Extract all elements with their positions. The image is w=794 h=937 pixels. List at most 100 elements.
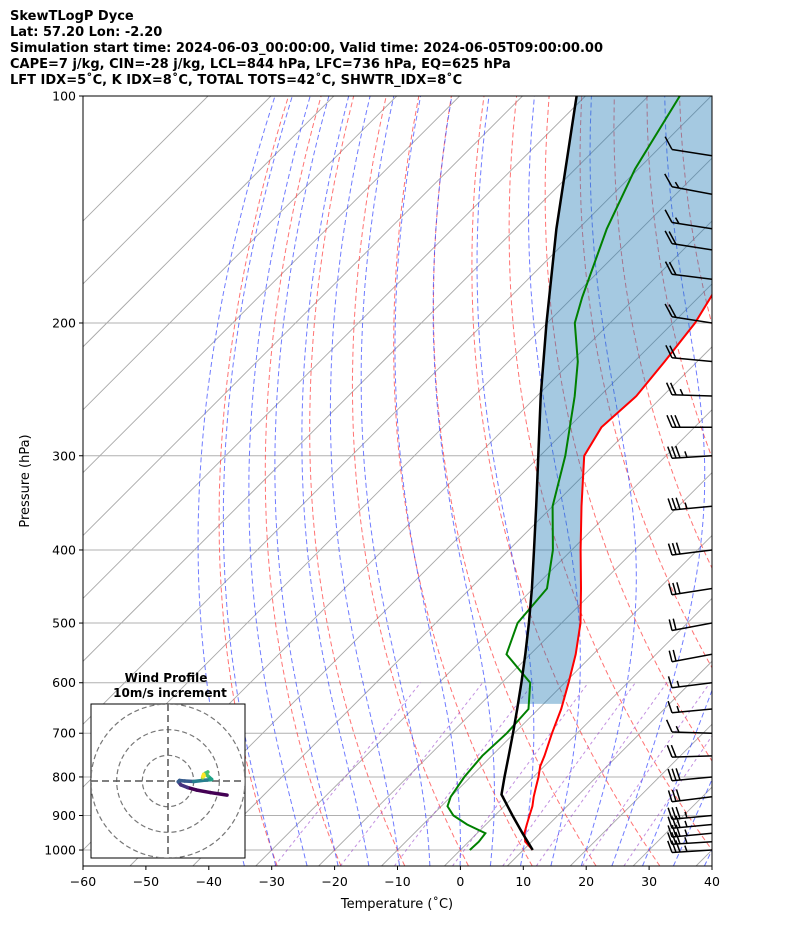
moist-adiabats (197, 96, 712, 866)
barb-shaft (671, 455, 712, 460)
barb-shaft (671, 814, 712, 821)
barb-shaft (671, 653, 712, 663)
barb-halfflag (684, 820, 688, 828)
barb-flag (675, 831, 681, 844)
barb-flag (671, 542, 677, 555)
barb-shaft (671, 849, 712, 854)
y-tick-label: 100 (52, 89, 76, 104)
barb-flag (675, 806, 681, 819)
barb-flag (664, 261, 673, 275)
barb-halfflag (684, 451, 688, 458)
wind-barb (664, 173, 712, 196)
barb-shaft (671, 273, 712, 281)
barb-flag (667, 700, 673, 713)
barb-flag (668, 650, 673, 662)
cape-shading (518, 96, 712, 704)
barb-flag (668, 304, 677, 318)
mixing-ratio-line (502, 682, 636, 866)
isotherm-line (507, 660, 712, 866)
barb-flag (669, 345, 677, 359)
dewpoint-line (446, 96, 681, 851)
x-tick-label: 40 (704, 874, 720, 889)
barb-shaft (671, 242, 712, 251)
wind-barb (664, 303, 712, 324)
barb-flag (675, 497, 681, 510)
isotherm-line (83, 96, 272, 285)
barb-flag (676, 582, 681, 594)
moist-adiabat (274, 96, 339, 866)
barb-halfflag (684, 811, 688, 819)
isotherm-line (318, 471, 712, 866)
barb-flag (668, 261, 677, 276)
barb-flag (664, 303, 673, 318)
hodograph-segment (208, 790, 229, 797)
barb-flag (665, 382, 673, 396)
barb-halfflag (684, 837, 688, 844)
mixing-ratio-line (274, 682, 421, 866)
isotherm-line (255, 409, 712, 866)
y-tick-label: 900 (52, 808, 76, 823)
x-axis-label: Temperature (˚C) (340, 896, 453, 912)
hodograph-plot (91, 704, 245, 858)
dry-adiabat (544, 96, 712, 762)
isotherm-line (83, 96, 649, 662)
barb-flag (667, 790, 673, 803)
wind-barb (667, 768, 712, 782)
temperature-line (523, 293, 712, 851)
wind-barb (666, 744, 712, 758)
barb-flag (664, 209, 673, 223)
barb-flag (666, 744, 673, 758)
hodograph-inset: Wind Profile 10m/s increment (90, 671, 246, 859)
barb-shaft (671, 549, 712, 556)
dry-adiabat (218, 96, 289, 866)
mixing-ratio-lines (274, 682, 712, 866)
dry-adiabat (646, 96, 712, 460)
barb-flag (665, 719, 673, 733)
barb-flag (667, 498, 673, 511)
wind-barb (667, 840, 712, 854)
wind-barb (667, 806, 712, 821)
y-axis-label: Pressure (hPa) (18, 434, 33, 527)
barb-flag (674, 414, 681, 428)
wind-barb (667, 445, 712, 460)
barb-flag (671, 768, 677, 781)
barb-flag (667, 832, 673, 845)
barb-flag (672, 582, 677, 595)
barb-flag (668, 231, 677, 245)
y-tick-label: 1000 (44, 843, 76, 858)
barb-flag (667, 543, 673, 556)
x-tick-label: −50 (133, 874, 159, 889)
dry-adiabat (393, 96, 533, 866)
moist-adiabat (528, 96, 581, 866)
moist-adiabat (611, 96, 706, 866)
y-tick-label: 600 (52, 675, 76, 690)
barb-flag (668, 583, 673, 595)
moist-adiabat (476, 96, 535, 866)
dry-adiabat (777, 96, 794, 866)
barb-halfflag (676, 705, 680, 713)
y-axis-ticks: 100 200 300 400 500 600 700 800 900 1000 (44, 89, 83, 858)
wind-barb (667, 700, 712, 714)
barb-flag (671, 832, 677, 845)
isotherm-line (569, 723, 712, 866)
wind-barb (667, 824, 712, 838)
barb-flag (672, 649, 677, 662)
dry-adiabat (264, 96, 342, 866)
moist-adiabat (197, 96, 276, 866)
barb-flag (671, 446, 677, 459)
isotherm-line (129, 283, 712, 866)
mixing-ratio-line (339, 682, 484, 866)
dry-adiabat (309, 96, 406, 866)
moist-adiabat (222, 96, 293, 866)
barb-shaft (671, 796, 712, 803)
barb-flag (667, 768, 673, 781)
wind-barb (664, 136, 712, 157)
barb-halfflag (679, 388, 684, 396)
wind-barb (664, 209, 712, 230)
barb-flag (667, 816, 673, 829)
mixing-ratio-line (452, 682, 589, 866)
x-tick-label: 30 (641, 874, 657, 889)
stability-indices: LFT IDX=5˚C, K IDX=8˚C, TOTAL TOTS=42˚C,… (10, 73, 463, 88)
wind-barb (667, 831, 712, 845)
